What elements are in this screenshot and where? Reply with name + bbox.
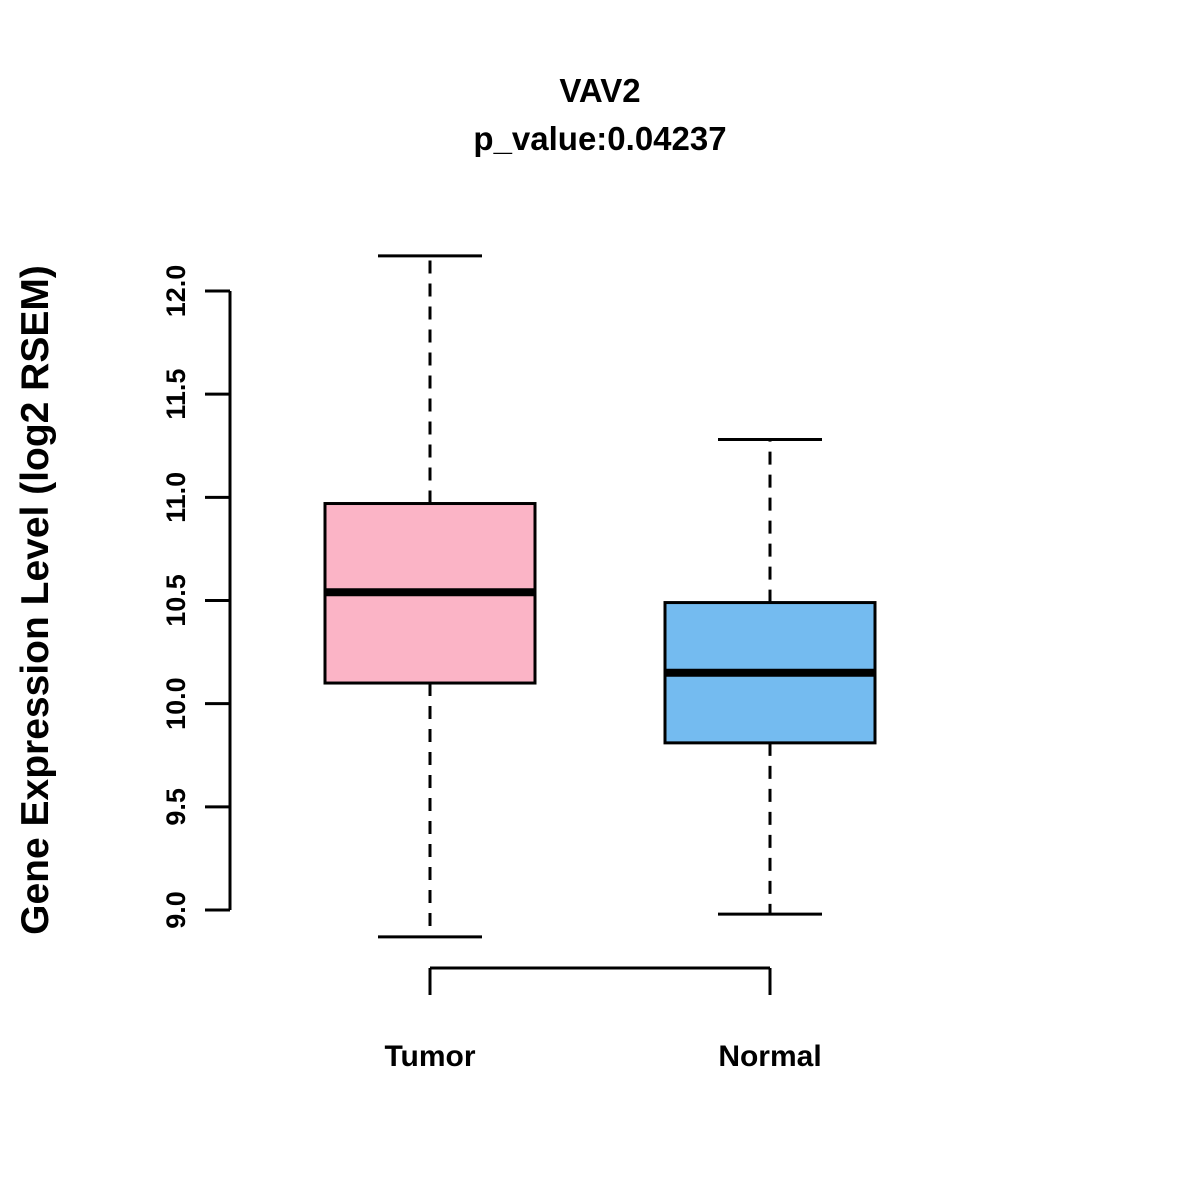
- chart-subtitle-pvalue: p_value:0.04237: [473, 120, 727, 157]
- y-tick-label: 11.5: [161, 369, 191, 420]
- y-tick-label: 10.5: [161, 574, 191, 627]
- category-label-tumor: Tumor: [384, 1040, 476, 1073]
- y-tick-label: 9.0: [161, 891, 191, 929]
- category-label-normal: Normal: [718, 1040, 822, 1073]
- y-axis-label-container: Gene Expression Level (log2 RSEM): [0, 0, 72, 1200]
- y-tick-label: 11.0: [161, 472, 191, 523]
- y-axis-label: Gene Expression Level (log2 RSEM): [14, 265, 57, 935]
- y-tick-label: 9.5: [161, 788, 191, 826]
- y-tick-label: 12.0: [161, 265, 191, 318]
- y-tick-label: 10.0: [161, 677, 191, 730]
- chart-title: VAV2: [559, 72, 641, 109]
